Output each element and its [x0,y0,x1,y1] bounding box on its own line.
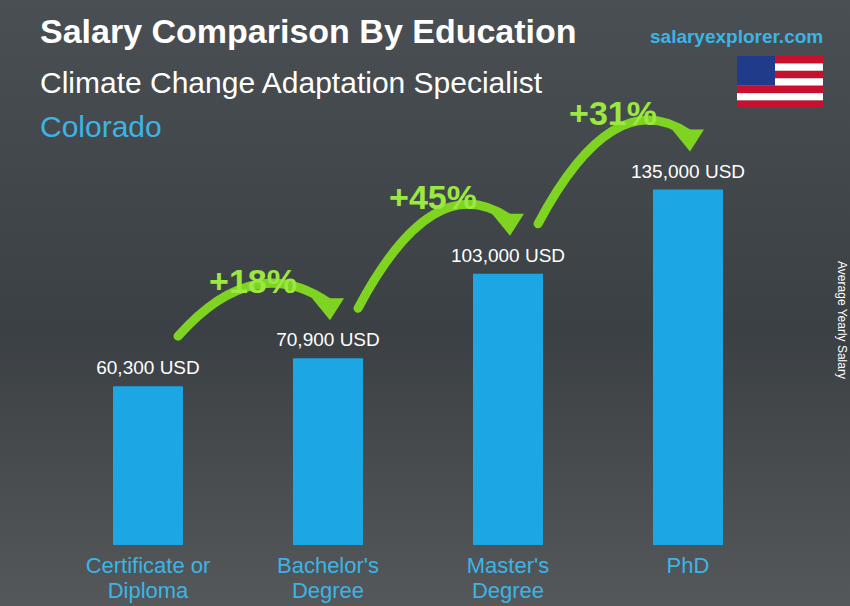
html-text:Climate Change Adaptation Spec: Climate Change Adaptation Specialist [40,66,542,99]
svg-text:PhD: PhD [667,553,710,578]
svg-text:+18%: +18% [209,262,297,300]
svg-text:Certificate or: Certificate or [86,553,211,578]
svg-text:+31%: +31% [569,94,657,132]
svg-text:Bachelor's: Bachelor's [277,553,379,578]
svg-text:Master's: Master's [467,553,549,578]
html-text:salaryexplorer.com: salaryexplorer.com [650,26,824,47]
svg-text:+45%: +45% [389,178,477,216]
html-text:Average Yearly Salary: Average Yearly Salary [835,261,849,379]
html-text:Salary Comparison By Education: Salary Comparison By Education [40,12,577,50]
html-text:Colorado: Colorado [40,110,162,143]
svg-text:135,000 USD: 135,000 USD [631,161,745,182]
svg-text:70,900 USD: 70,900 USD [276,329,380,350]
svg-text:Degree: Degree [472,578,544,603]
svg-text:103,000 USD: 103,000 USD [451,245,565,266]
svg-text:Degree: Degree [292,578,364,603]
svg-text:60,300 USD: 60,300 USD [96,357,200,378]
svg-text:Diploma: Diploma [108,578,189,603]
